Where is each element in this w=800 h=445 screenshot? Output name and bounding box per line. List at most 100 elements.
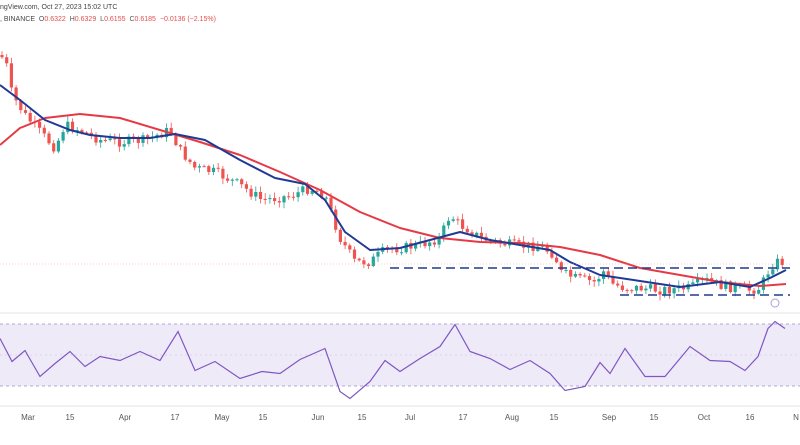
x-tick-16: N xyxy=(793,413,799,422)
chart-header: ngView.com, Oct 27, 2023 15:02 UTC , BIN… xyxy=(0,0,800,40)
candle-body-109 xyxy=(512,239,516,241)
close-value: 0.6185 xyxy=(134,16,156,23)
candle-body-15 xyxy=(70,121,75,132)
candle-body-74 xyxy=(348,245,352,250)
candle-body-50 xyxy=(235,179,239,181)
candle-body-88 xyxy=(414,243,418,249)
candle-body-11 xyxy=(52,143,56,152)
x-tick-11: 15 xyxy=(550,413,559,422)
candle-body-31 xyxy=(146,135,150,139)
candle-body-84 xyxy=(395,248,399,253)
ma-fast-line xyxy=(0,84,787,288)
candle-body-153 xyxy=(719,280,723,289)
candle-body-118 xyxy=(555,257,559,263)
candle-body-80 xyxy=(376,251,380,257)
candle-body-4 xyxy=(19,100,23,111)
candle-body-19 xyxy=(89,132,93,135)
x-tick-10: Aug xyxy=(505,413,519,422)
candle-body-51 xyxy=(240,179,244,185)
candle-body-76 xyxy=(357,258,361,261)
candle-body-58 xyxy=(273,198,277,202)
candle-body-135 xyxy=(634,285,639,291)
candle-body-24 xyxy=(113,138,117,140)
candle-body-0 xyxy=(0,55,4,58)
candle-body-136 xyxy=(639,285,643,291)
candle-body-65 xyxy=(305,186,310,194)
open-label: O xyxy=(38,16,45,23)
candle-body-38 xyxy=(179,145,183,147)
candle-body-54 xyxy=(254,191,258,197)
x-tick-4: May xyxy=(214,413,229,422)
high-label: H xyxy=(69,16,75,23)
candle-body-73 xyxy=(343,241,347,246)
candle-body-41 xyxy=(193,161,197,168)
candle-body-92 xyxy=(432,242,436,245)
candle-body-17 xyxy=(80,130,84,133)
candle-body-138 xyxy=(649,284,653,289)
close-label: C xyxy=(129,16,135,23)
candle-body-90 xyxy=(423,241,427,247)
candle-body-97 xyxy=(456,219,460,221)
candle-body-161 xyxy=(757,289,761,294)
candle-body-124 xyxy=(583,275,587,277)
candle-body-140 xyxy=(658,291,662,295)
candle-body-139 xyxy=(653,284,657,292)
ma-slow-line xyxy=(0,113,787,287)
candle-body-9 xyxy=(42,127,46,134)
candle-body-42 xyxy=(197,166,201,168)
candle-body-117 xyxy=(550,251,554,258)
ohlc-readout: , BINANCE O0.6322 H0.6329 L0.6155 C0.618… xyxy=(0,16,216,23)
candle-body-71 xyxy=(334,209,338,230)
candle-body-127 xyxy=(597,279,601,282)
candle-body-72 xyxy=(338,229,342,242)
candle-body-86 xyxy=(404,242,408,253)
candle-body-156 xyxy=(733,285,737,293)
candle-body-137 xyxy=(644,288,648,291)
x-tick-13: 15 xyxy=(650,413,659,422)
candle-body-123 xyxy=(578,273,582,276)
candle-body-162 xyxy=(761,277,765,290)
candle-body-98 xyxy=(461,219,465,229)
candle-body-141 xyxy=(663,286,667,295)
x-tick-0: Mar xyxy=(21,413,35,422)
candle-body-164 xyxy=(771,269,775,275)
x-tick-7: 15 xyxy=(358,413,367,422)
candle-body-5 xyxy=(23,110,28,113)
candle-body-121 xyxy=(569,269,573,277)
candle-body-100 xyxy=(470,232,474,236)
candle-body-43 xyxy=(202,166,206,168)
candle-body-82 xyxy=(385,247,389,249)
candle-body-78 xyxy=(367,264,371,267)
candle-body-55 xyxy=(258,191,263,199)
candle-body-131 xyxy=(616,283,620,286)
candle-body-66 xyxy=(310,190,314,194)
candle-body-75 xyxy=(352,249,357,259)
candle-body-119 xyxy=(559,262,563,270)
x-tick-6: Jun xyxy=(312,413,325,422)
candle-body-62 xyxy=(291,196,295,198)
candle-body-132 xyxy=(620,285,624,290)
candle-body-25 xyxy=(117,139,122,147)
candle-body-107 xyxy=(503,243,507,246)
candle-body-122 xyxy=(573,273,577,277)
candle-body-120 xyxy=(564,269,568,271)
candle-body-133 xyxy=(625,289,629,291)
candle-body-112 xyxy=(526,242,530,248)
candle-body-64 xyxy=(301,186,305,193)
candle-body-79 xyxy=(371,256,375,267)
candle-body-126 xyxy=(592,280,596,282)
candle-body-37 xyxy=(174,134,178,146)
candle-body-52 xyxy=(244,184,248,189)
header-source: ngView.com, Oct 27, 2023 15:02 UTC xyxy=(0,4,118,11)
candle-body-61 xyxy=(287,196,291,198)
candle-body-155 xyxy=(728,281,733,293)
candle-body-110 xyxy=(517,240,521,242)
candle-body-166 xyxy=(780,258,784,265)
candle-body-26 xyxy=(122,144,126,147)
x-tick-2: Apr xyxy=(119,413,132,422)
candle-body-23 xyxy=(108,138,112,141)
candle-body-45 xyxy=(211,167,216,173)
candle-body-39 xyxy=(183,146,187,160)
candle-body-49 xyxy=(230,179,234,181)
